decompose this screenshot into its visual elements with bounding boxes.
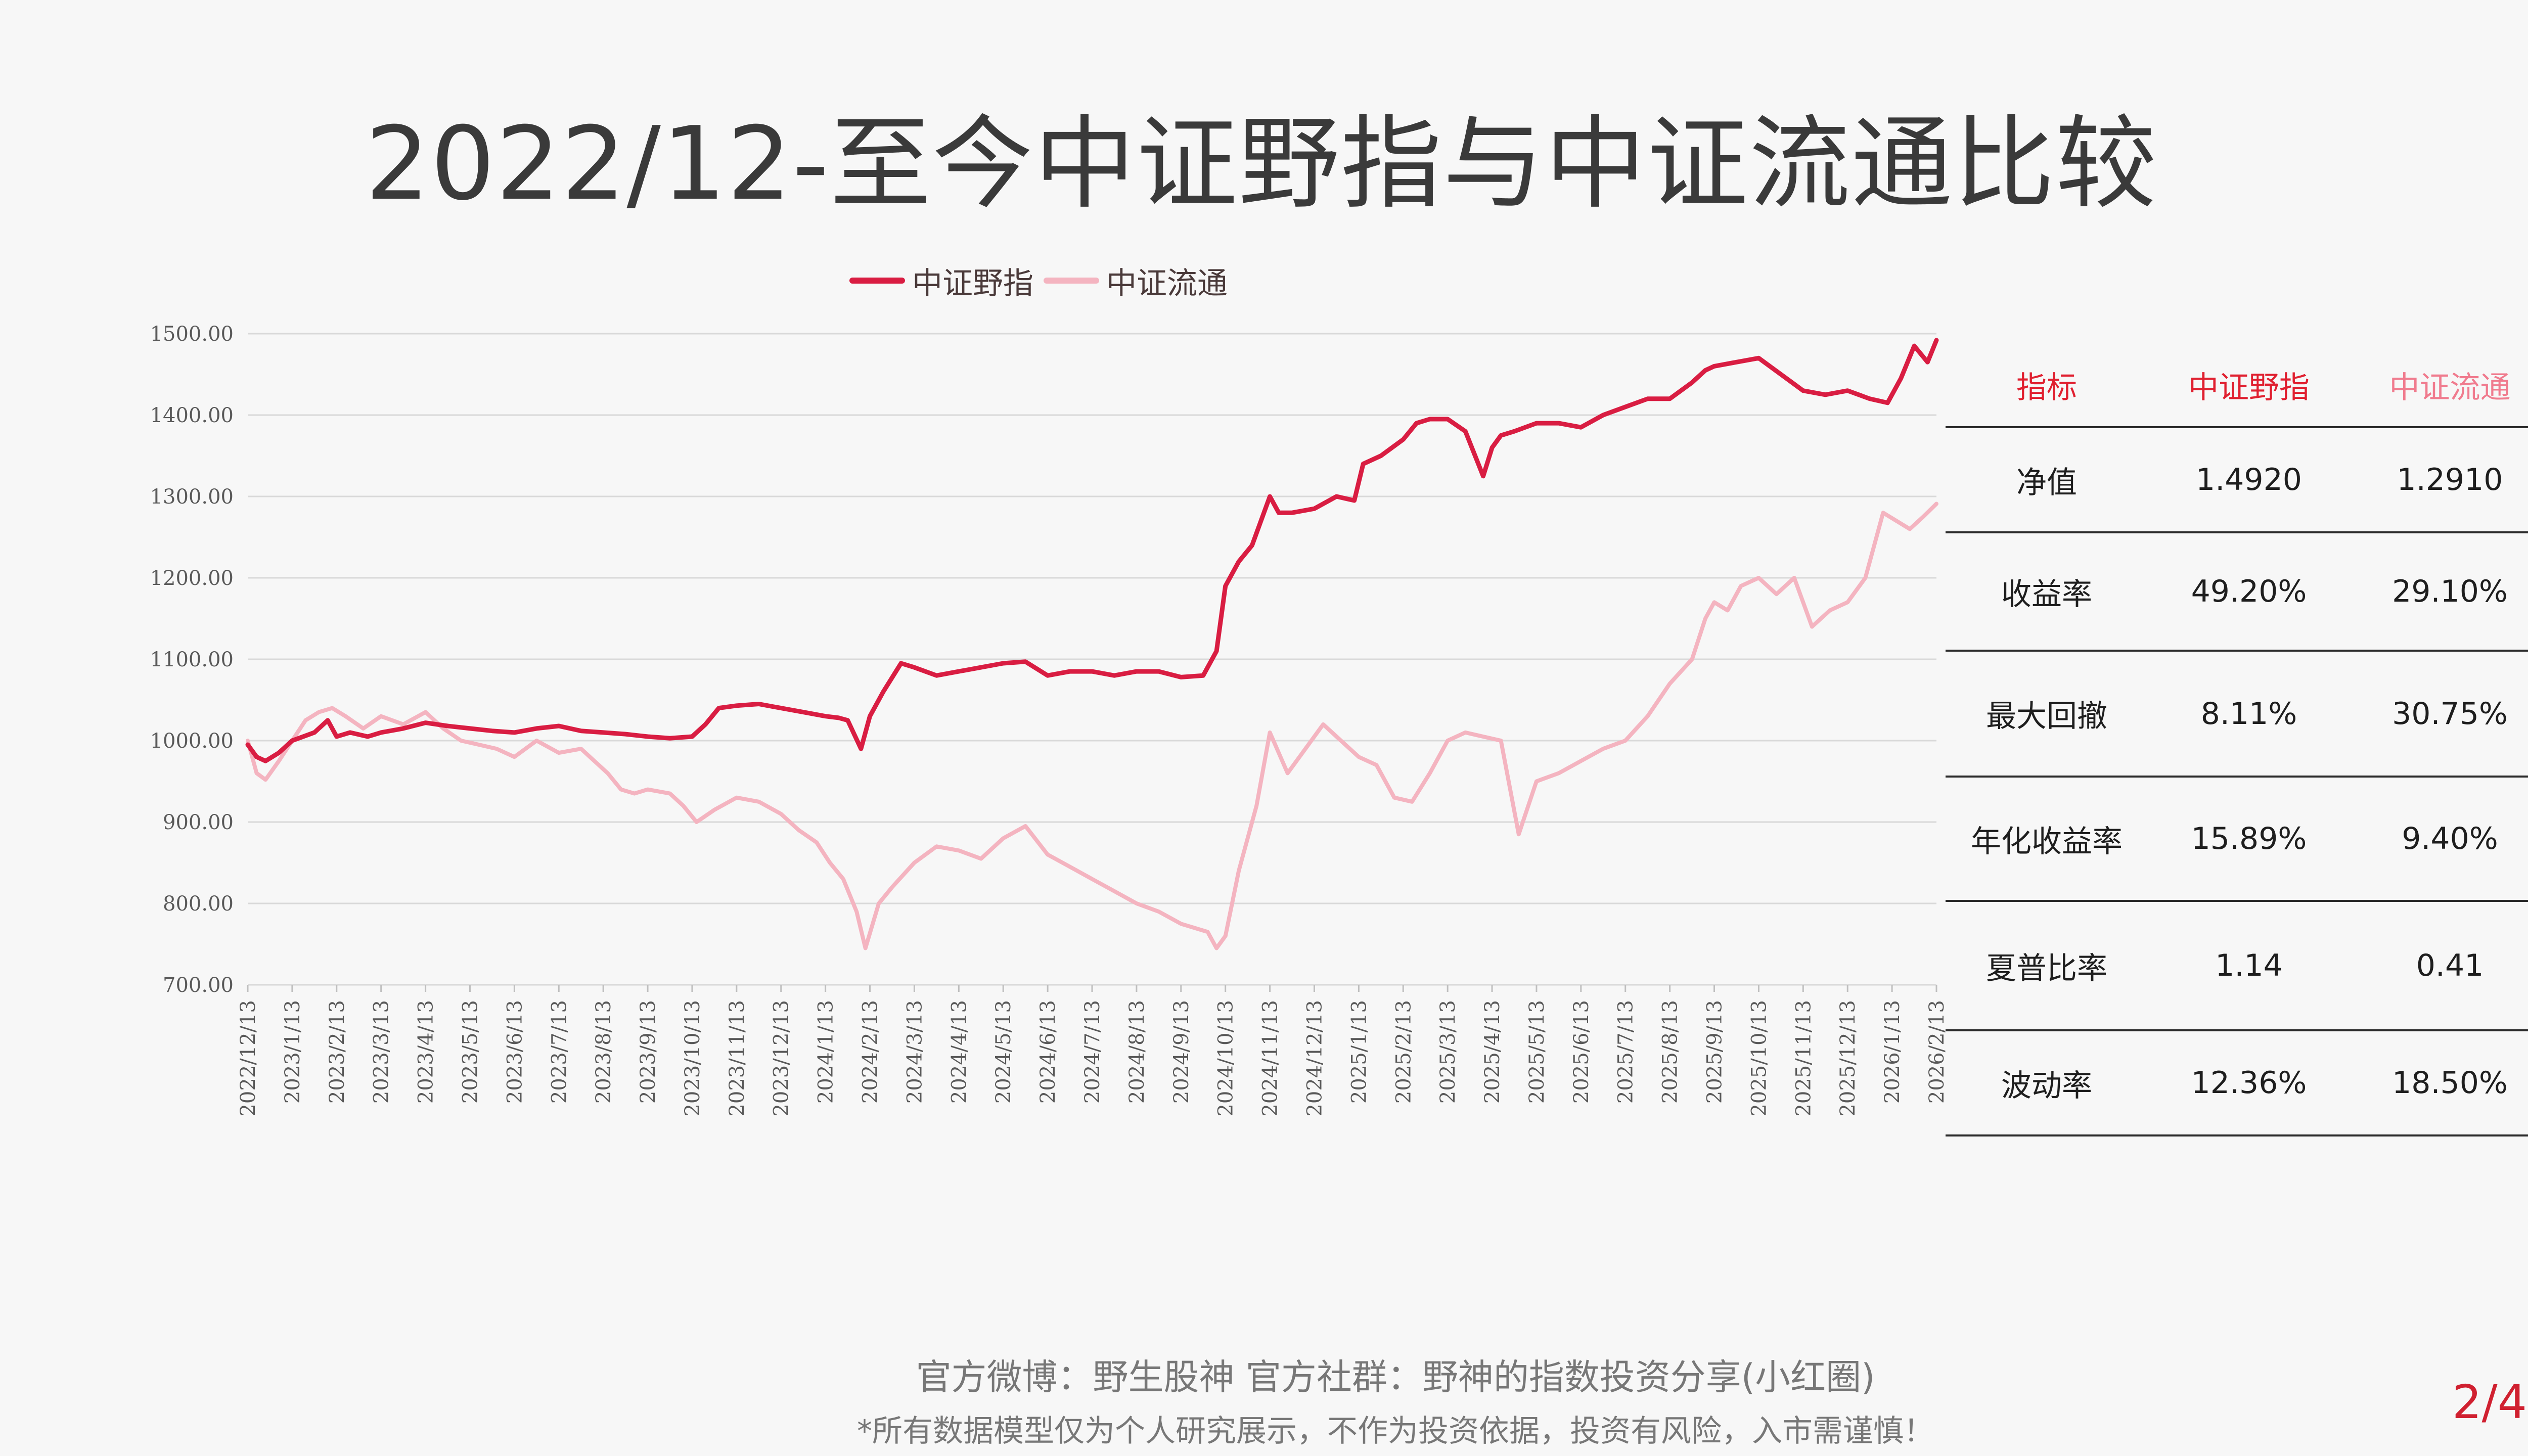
chart-legend: 中证野指 中证流通 bbox=[849, 263, 1238, 301]
chart-svg: 1500.00 1400.00 1300.00 1200.00 1100.00 1000.… bbox=[150, 323, 1949, 1117]
legend-swatch-series-2 bbox=[1044, 278, 1099, 284]
stats-header-series-1: 中证野指 bbox=[2188, 370, 2310, 405]
footer-social: 官方微博：野生股神 官方社群：野神的指数投资分享(小红圈) bbox=[916, 1356, 1875, 1398]
table-row: 夏普比率 1.14 0.41 bbox=[1946, 902, 2528, 1031]
table-row: 收益率 49.20% 29.10% bbox=[1946, 533, 2528, 652]
x-tick-label: 2024/1/13 bbox=[815, 1000, 838, 1104]
stats-cell-metric: 收益率 bbox=[2001, 576, 2092, 612]
stats-cell-metric: 夏普比率 bbox=[1986, 950, 2107, 986]
line-chart: 1500.00 1400.00 1300.00 1200.00 1100.00 1000.… bbox=[0, 303, 1949, 1193]
x-tick-label: 2024/8/13 bbox=[1125, 1000, 1149, 1104]
y-tick-label: 1500.00 bbox=[150, 323, 234, 346]
x-tick-label: 2025/8/13 bbox=[1659, 1000, 1682, 1104]
footer-disclaimer: *所有数据模型仅为个人研究展示，不作为投资依据，投资有风险，入市需谨慎！ bbox=[857, 1414, 1934, 1449]
x-tick-label: 2024/5/13 bbox=[992, 1000, 1015, 1104]
x-tick-label: 2023/3/13 bbox=[370, 1000, 393, 1104]
x-tick-label: 2023/6/13 bbox=[503, 1000, 526, 1104]
page-title: 2022/12-至今中证野指与中证流通比较 bbox=[365, 105, 2158, 223]
x-tick-label: 2025/7/13 bbox=[1614, 1000, 1638, 1104]
y-tick-label: 800.00 bbox=[163, 892, 234, 916]
x-tick-label: 2023/9/13 bbox=[637, 1000, 660, 1104]
legend-label-series-2: 中证流通 bbox=[1106, 265, 1228, 301]
y-tick-label: 1100.00 bbox=[150, 648, 234, 671]
y-tick-label: 1400.00 bbox=[150, 404, 234, 427]
x-tick-label: 2023/11/13 bbox=[726, 1000, 749, 1117]
stats-cell-series-2: 1.2910 bbox=[2397, 462, 2503, 497]
x-tick-label: 2025/2/13 bbox=[1392, 1000, 1415, 1104]
x-tick-label: 2023/5/13 bbox=[459, 1000, 482, 1104]
x-tick-label: 2025/10/13 bbox=[1747, 1000, 1771, 1117]
x-tick-label: 2025/4/13 bbox=[1481, 1000, 1504, 1104]
y-tick-label: 1200.00 bbox=[150, 567, 234, 590]
table-row: 最大回撤 8.11% 30.75% bbox=[1946, 652, 2528, 778]
x-tick-label: 2025/1/13 bbox=[1347, 1000, 1371, 1104]
y-tick-label: 700.00 bbox=[163, 974, 234, 997]
x-tick-label: 2026/2/13 bbox=[1925, 1000, 1947, 1104]
table-row: 年化收益率 15.89% 9.40% bbox=[1946, 778, 2528, 902]
x-tick-label: 2025/9/13 bbox=[1703, 1000, 1727, 1104]
table-row: 波动率 12.36% 18.50% bbox=[1946, 1031, 2528, 1136]
x-tick-label: 2023/2/13 bbox=[326, 1000, 349, 1104]
x-tick-label: 2025/11/13 bbox=[1792, 1000, 1815, 1117]
stats-cell-series-2: 0.41 bbox=[2416, 948, 2484, 983]
x-tick-label: 2023/12/13 bbox=[770, 1000, 793, 1117]
stats-cell-series-1: 1.4920 bbox=[2196, 462, 2302, 497]
stats-cell-series-1: 15.89% bbox=[2191, 821, 2307, 856]
series-line-1 bbox=[245, 338, 1939, 763]
y-tick-label: 1300.00 bbox=[150, 485, 234, 509]
stats-cell-series-2: 29.10% bbox=[2392, 574, 2508, 609]
x-tick-label: 2024/9/13 bbox=[1170, 1000, 1193, 1104]
legend-label-series-1: 中证野指 bbox=[912, 265, 1033, 301]
stats-cell-series-2: 9.40% bbox=[2402, 821, 2498, 856]
stats-cell-metric: 净值 bbox=[2016, 465, 2077, 500]
stats-table: 指标 中证野指 中证流通 净值 1.4920 1.2910 收益率 49.20%… bbox=[1946, 344, 2528, 1136]
x-tick-label: 2024/11/13 bbox=[1259, 1000, 1282, 1117]
legend-item-series-2: 中证流通 bbox=[1044, 259, 1228, 303]
x-tick-label: 2025/6/13 bbox=[1570, 1000, 1593, 1104]
stats-cell-metric: 最大回撤 bbox=[1986, 699, 2107, 734]
x-tick-label: 2024/10/13 bbox=[1214, 1000, 1238, 1117]
x-tick-label: 2023/4/13 bbox=[415, 1000, 438, 1104]
x-tick-label: 2024/7/13 bbox=[1081, 1000, 1104, 1104]
x-tick-label: 2024/6/13 bbox=[1036, 1000, 1060, 1104]
stats-cell-series-1: 8.11% bbox=[2200, 696, 2297, 732]
x-tick-label: 2025/12/13 bbox=[1836, 1000, 1860, 1117]
stats-header-metric: 指标 bbox=[2016, 370, 2077, 405]
stats-cell-series-2: 30.75% bbox=[2392, 696, 2508, 732]
legend-item-series-1: 中证野指 bbox=[849, 259, 1033, 303]
page-number: 2/4 bbox=[2452, 1375, 2527, 1429]
x-tick-label: 2023/8/13 bbox=[592, 1000, 615, 1104]
stats-header-series-2: 中证流通 bbox=[2389, 370, 2511, 405]
stats-cell-series-1: 12.36% bbox=[2191, 1065, 2307, 1101]
x-tick-label: 2024/4/13 bbox=[947, 1000, 971, 1104]
x-tick-label: 2025/3/13 bbox=[1436, 1000, 1460, 1104]
x-tick-label: 2022/12/13 bbox=[237, 1000, 260, 1117]
table-row: 净值 1.4920 1.2910 bbox=[1946, 428, 2528, 533]
x-tick-label: 2024/2/13 bbox=[859, 1000, 882, 1104]
legend-swatch-series-1 bbox=[849, 278, 905, 284]
x-tick-label: 2024/12/13 bbox=[1303, 1000, 1326, 1117]
series-line-2 bbox=[246, 502, 1938, 950]
stats-header-row: 指标 中证野指 中证流通 bbox=[1946, 344, 2528, 428]
x-tick-label: 2024/3/13 bbox=[903, 1000, 926, 1104]
y-tick-label: 900.00 bbox=[163, 811, 234, 834]
stats-cell-series-2: 18.50% bbox=[2392, 1065, 2508, 1101]
x-tick-label: 2025/5/13 bbox=[1525, 1000, 1549, 1104]
x-tick-label: 2026/1/13 bbox=[1881, 1000, 1904, 1104]
x-tick-label: 2023/10/13 bbox=[681, 1000, 704, 1117]
stats-cell-metric: 波动率 bbox=[2001, 1068, 2092, 1104]
y-tick-label: 1000.00 bbox=[150, 730, 234, 753]
stats-cell-metric: 年化收益率 bbox=[1971, 824, 2123, 859]
stats-cell-series-1: 1.14 bbox=[2215, 948, 2283, 983]
stats-cell-series-1: 49.20% bbox=[2191, 574, 2307, 609]
x-tick-label: 2023/1/13 bbox=[281, 1000, 304, 1104]
x-tick-label: 2023/7/13 bbox=[548, 1000, 571, 1104]
